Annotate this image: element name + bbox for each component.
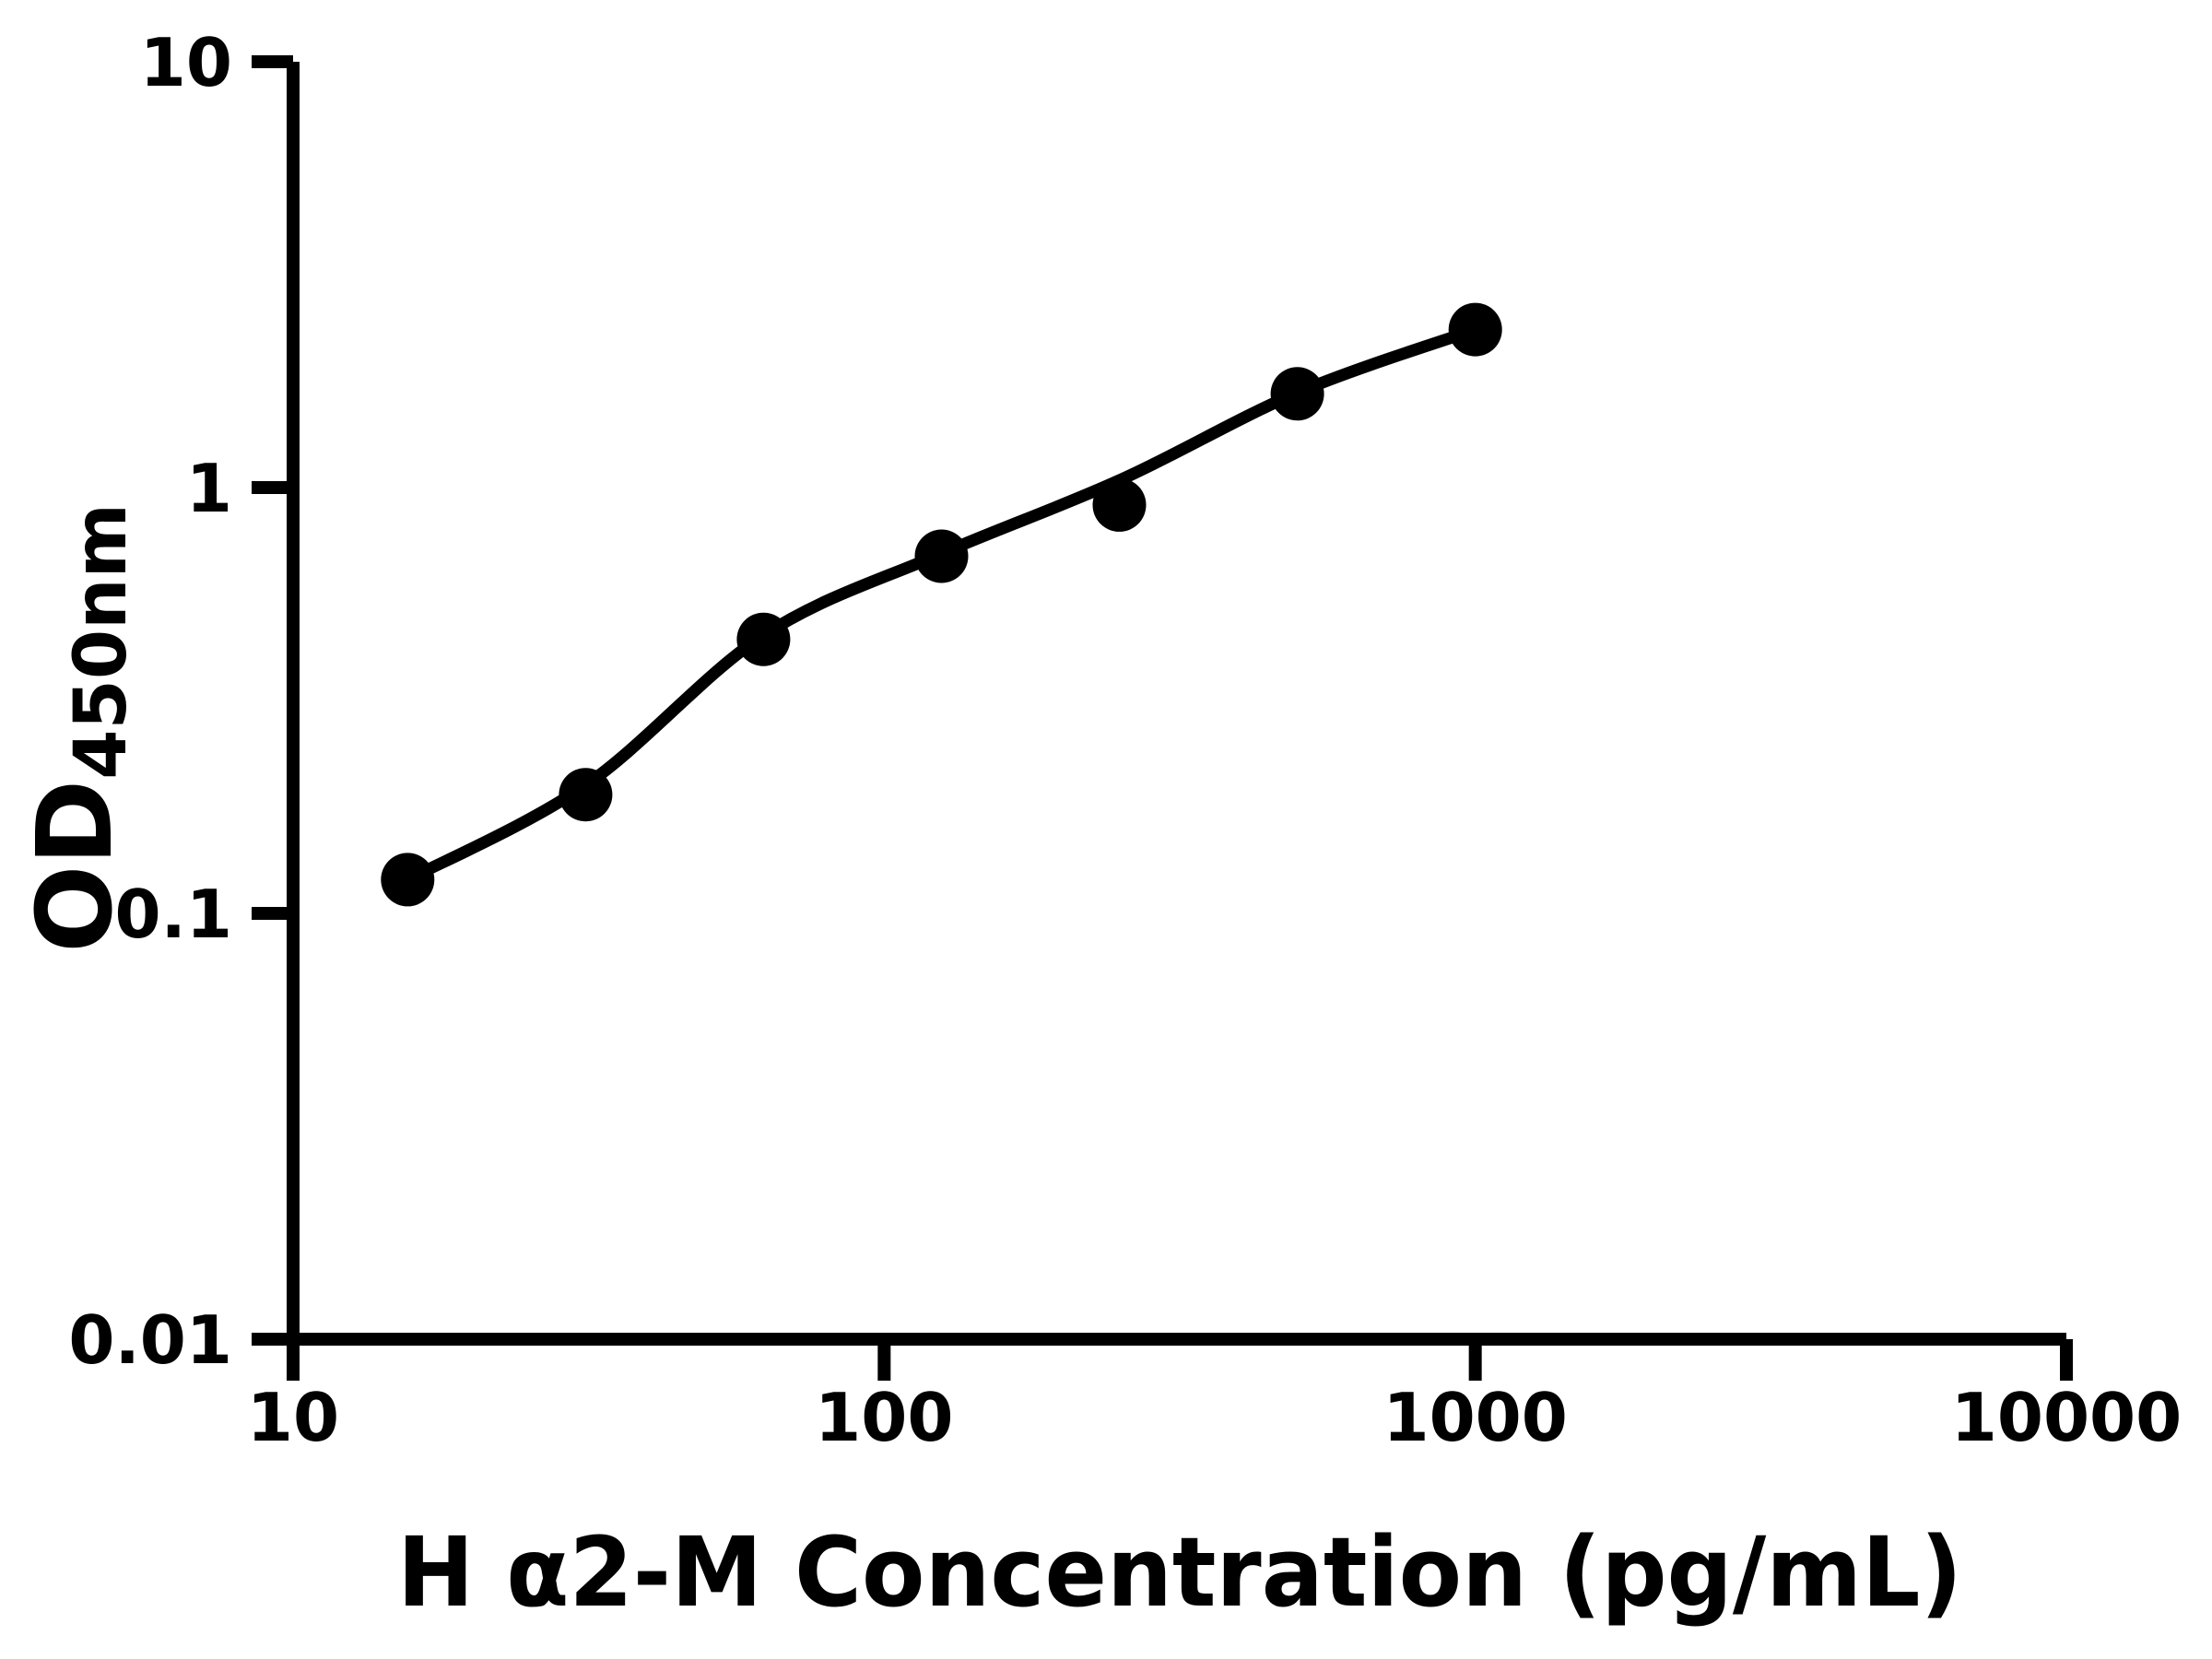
data-point xyxy=(1448,302,1502,357)
y-tick-label: 1 xyxy=(186,450,232,527)
x-tick-label: 10000 xyxy=(1951,1379,2183,1456)
data-point xyxy=(1270,367,1324,421)
x-tick-label: 10 xyxy=(247,1379,339,1456)
y-tick-label: 0.01 xyxy=(68,1301,232,1379)
y-axis-title: OD450nm xyxy=(16,503,143,953)
x-tick-label: 1000 xyxy=(1382,1379,1567,1456)
y-tick-label: 10 xyxy=(140,24,232,101)
axis-spines xyxy=(287,62,2066,1346)
y-axis-tick-labels: 10 1 0.1 0.01 xyxy=(68,24,232,1379)
x-axis-title: H α2-M Concentration (pg/mL) xyxy=(397,1516,1962,1629)
data-point xyxy=(736,612,791,666)
y-axis-title-subscript: 450nm xyxy=(60,503,143,780)
y-tick-label: 0.1 xyxy=(114,876,232,953)
y-axis-ticks xyxy=(252,55,293,1346)
data-point xyxy=(381,853,435,907)
x-axis-ticks xyxy=(287,1339,2073,1381)
axes xyxy=(287,62,2066,1346)
data-point xyxy=(1092,477,1147,532)
y-axis-title-main: OD xyxy=(16,780,135,953)
data-point xyxy=(914,529,969,583)
x-axis-tick-labels: 10 100 1000 10000 xyxy=(247,1379,2182,1456)
data-point-markers xyxy=(381,302,1502,907)
data-point xyxy=(559,768,613,822)
x-tick-label: 100 xyxy=(815,1379,953,1456)
